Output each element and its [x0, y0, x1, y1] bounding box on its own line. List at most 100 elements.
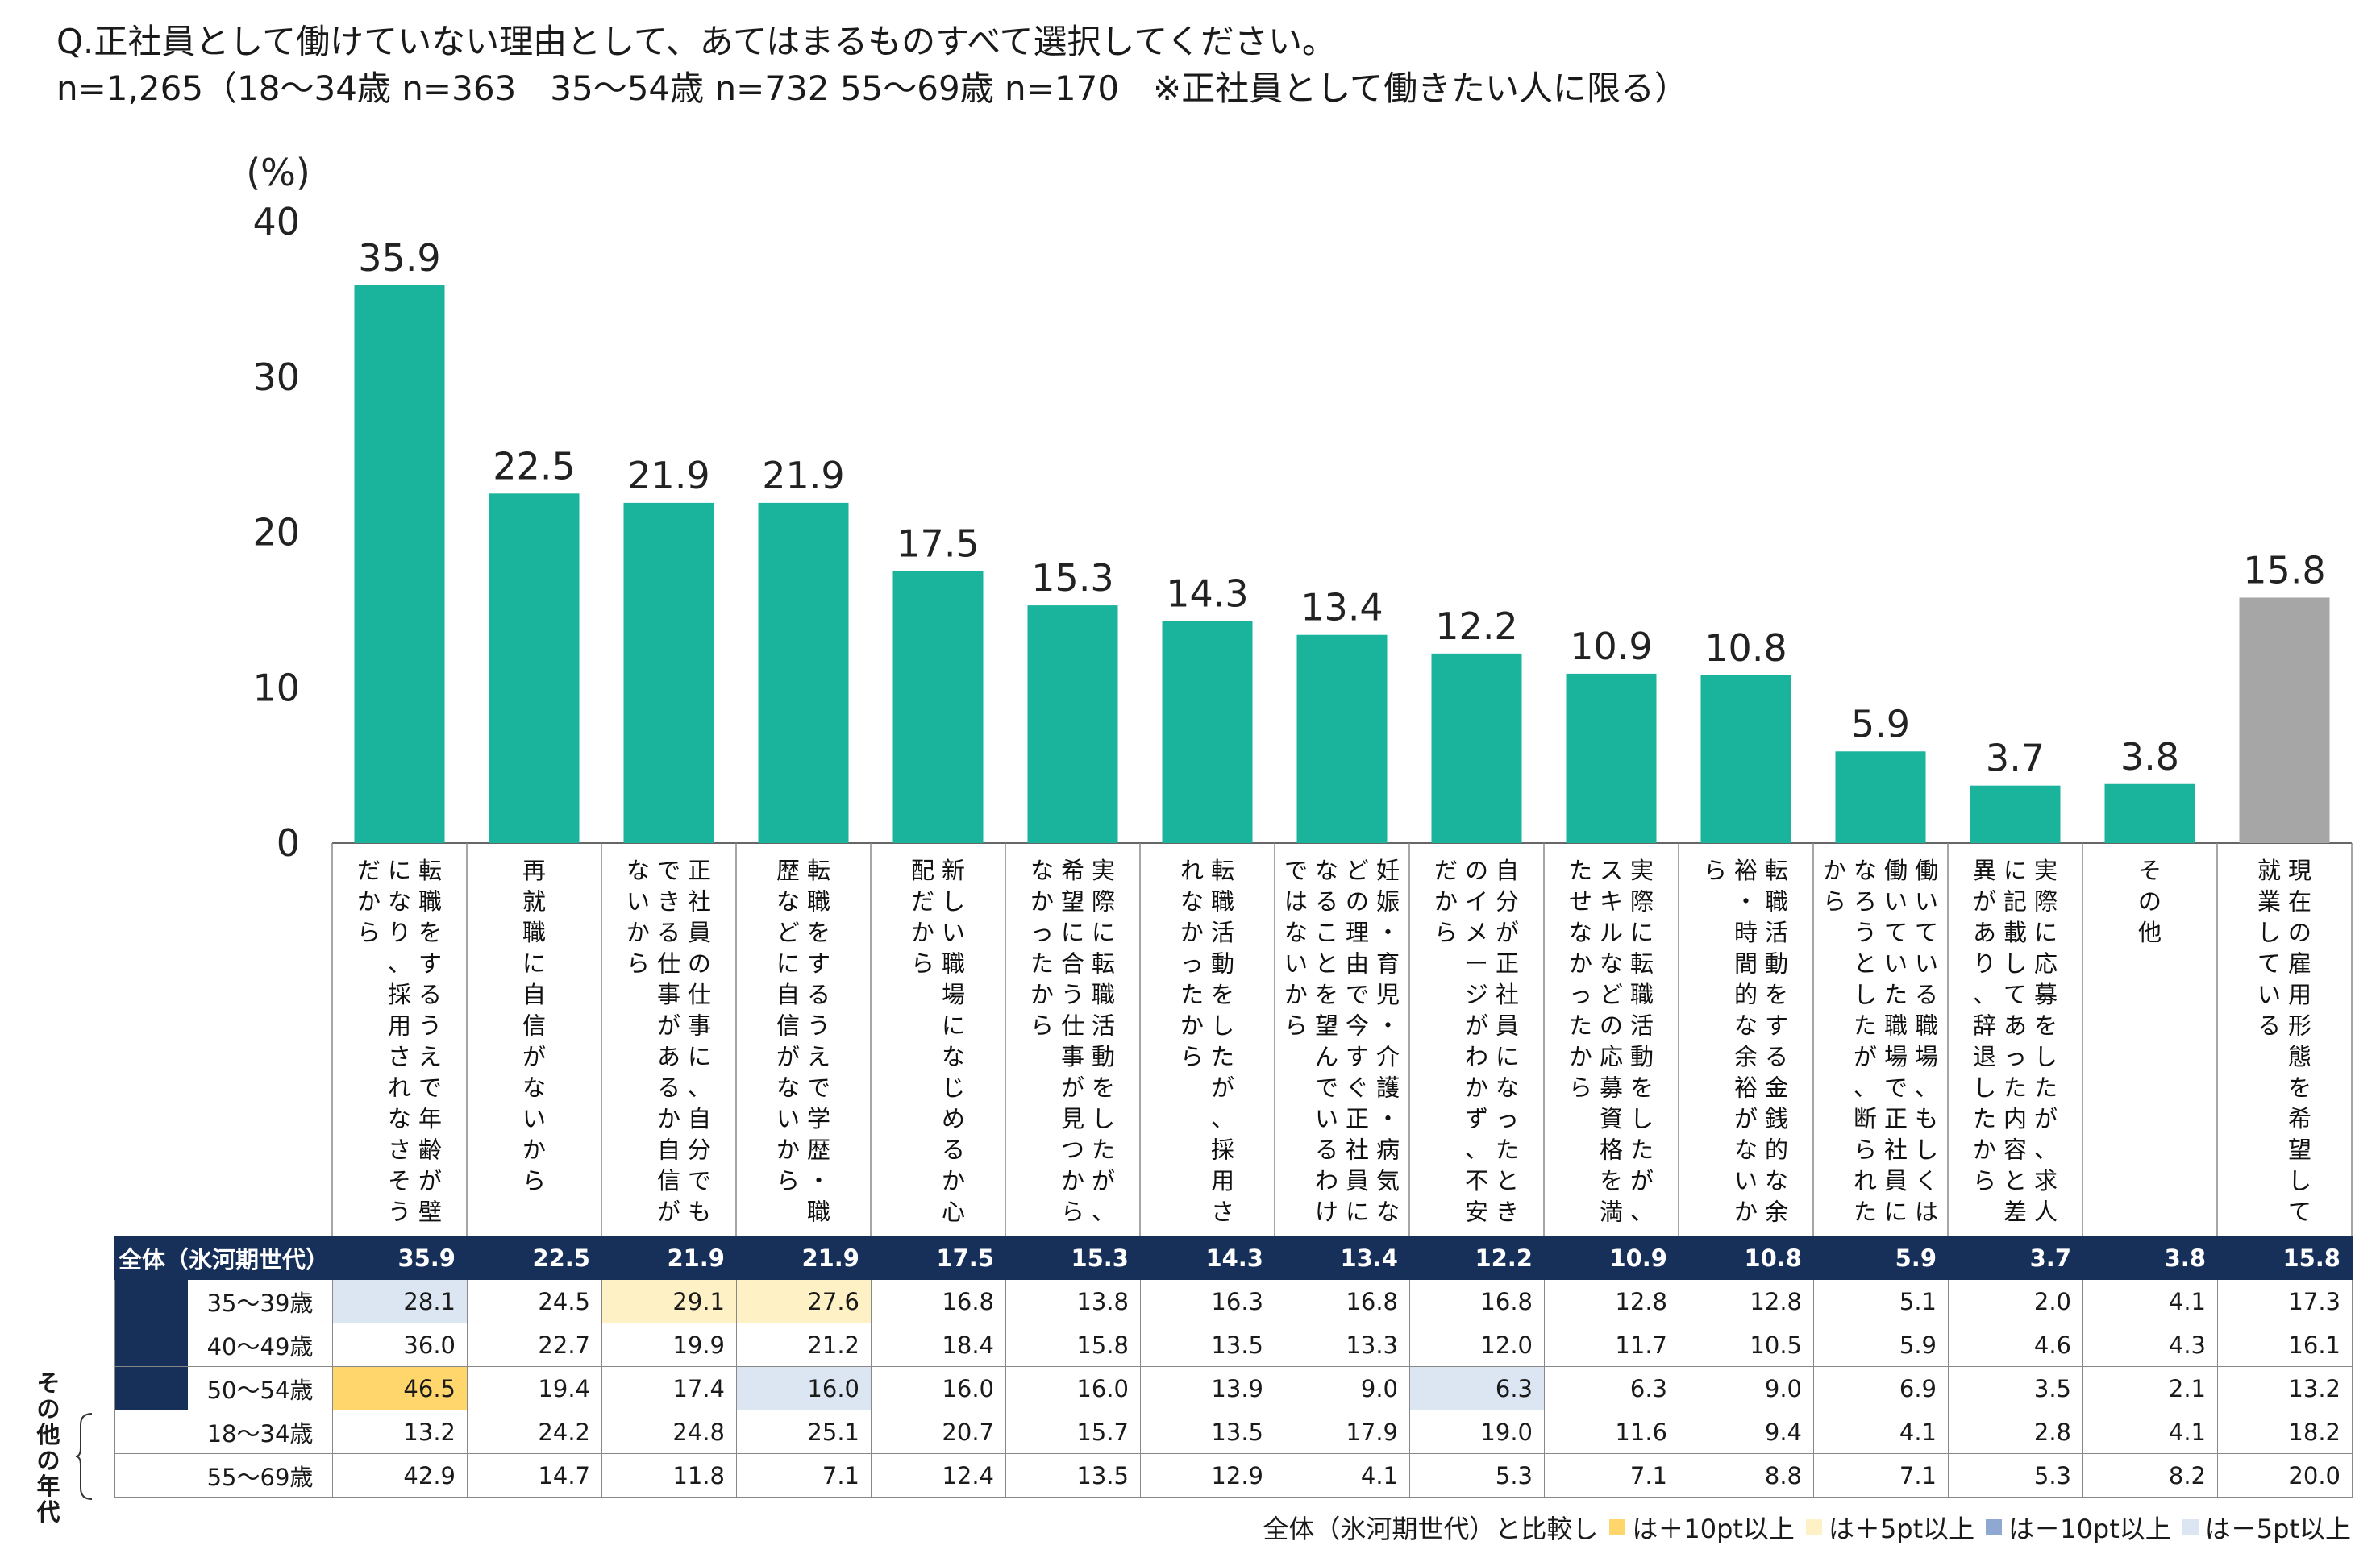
table-row-other-age: 18〜34歳 13.2 24.2 24.8 25.1 20.7 15.7 13.5 17.9 19…	[114, 1410, 2353, 1454]
bar	[489, 493, 580, 843]
table-cell: 22.5	[467, 1236, 602, 1280]
legend-prefix: 全体（氷河期世代）と比較し	[1263, 1514, 1599, 1544]
table-cell: 29.1	[601, 1279, 737, 1323]
category-label: 転職をするうえで学歴・職歴などに自信がないから	[776, 857, 830, 1226]
table-cell: 9.0	[1275, 1366, 1410, 1410]
table-cell: 13.4	[1275, 1236, 1410, 1280]
table-cell: 6.3	[1409, 1366, 1545, 1410]
table-cell: 6.3	[1544, 1366, 1679, 1410]
table-cell: 7.1	[736, 1453, 872, 1498]
table-cell: 14.3	[1140, 1236, 1275, 1280]
table-row: 50〜54歳 46.5 19.4 17.4 16.0 16.0 16.0 13.9 9.0 6.3…	[114, 1366, 2353, 1410]
table-cell: 16.3	[1140, 1279, 1275, 1323]
bar	[623, 502, 714, 843]
table-cell: 11.8	[601, 1453, 737, 1498]
table-cell: 19.0	[1409, 1410, 1545, 1454]
table-cell: 16.8	[1275, 1279, 1410, 1323]
table-cell: 5.3	[1409, 1453, 1545, 1498]
bar-value-label: 13.4	[1300, 586, 1383, 629]
other-ages-brace	[75, 1413, 93, 1500]
table-cell: 13.9	[1140, 1366, 1275, 1410]
sample-size-note: n=1,265（18〜34歳 n=363 35〜54歳 n=732 55〜69歳…	[56, 69, 1688, 108]
row-label: 35〜39歳	[114, 1279, 333, 1323]
question-title: Q.正社員として働けていない理由として、あてはまるものすべて選択してください。	[56, 22, 1336, 61]
y-tick-label: 30	[252, 355, 300, 399]
bar	[1970, 785, 2061, 843]
table-cell: 2.0	[1948, 1279, 2083, 1323]
table-cell: 4.6	[1948, 1323, 2083, 1367]
table-cell: 12.4	[871, 1453, 1006, 1498]
bar-value-label: 10.9	[1570, 625, 1652, 668]
bar	[1162, 621, 1253, 843]
category-label: その他	[2138, 857, 2162, 946]
table-cell: 9.0	[1679, 1366, 1814, 1410]
bar-value-label: 17.5	[897, 522, 979, 566]
row-label: 18〜34歳	[114, 1410, 333, 1454]
bar-value-label: 14.3	[1166, 571, 1248, 615]
category-label: 自分が正社員になったときのイメージがわかず、不安だから	[1434, 857, 1519, 1226]
category-label: 実際に転職活動をしたが、スキルなどの応募資格を満たせなかったから	[1569, 857, 1654, 1226]
table-cell: 13.2	[332, 1410, 468, 1454]
table-cell: 13.2	[2217, 1366, 2353, 1410]
table-cell: 4.3	[2082, 1323, 2218, 1367]
legend-swatch	[1609, 1519, 1626, 1535]
table-cell: 15.8	[1005, 1323, 1141, 1367]
table-cell: 22.7	[467, 1323, 602, 1367]
bar	[2239, 597, 2330, 843]
table-cell: 21.2	[736, 1323, 872, 1367]
legend-swatch	[1805, 1519, 1822, 1535]
y-axis-unit-label: (%)	[246, 151, 310, 194]
table-cell: 17.4	[601, 1366, 737, 1410]
table-cell: 24.8	[601, 1410, 737, 1454]
category-label: 転職活動をする金銭的な余裕・時間的な余裕がないから	[1704, 857, 1788, 1226]
table-cell: 21.9	[736, 1236, 872, 1280]
table-cell: 16.0	[736, 1366, 872, 1410]
category-label: 実際に転職活動をしたが、希望に合う仕事が見つからなかったから	[1030, 857, 1115, 1226]
table-cell: 17.9	[1275, 1410, 1410, 1454]
table-cell: 46.5	[332, 1366, 468, 1410]
table-cell: 2.1	[2082, 1366, 2218, 1410]
row-label: 40〜49歳	[114, 1323, 333, 1367]
table-row-other-age: 55〜69歳 42.9 14.7 11.8 7.1 12.4 13.5 12.9 4.1 5.3 7…	[114, 1453, 2353, 1498]
table-cell: 28.1	[332, 1279, 468, 1323]
table-cell: 6.9	[1813, 1366, 1949, 1410]
bar-value-label: 5.9	[1851, 702, 1910, 746]
bar-value-label: 21.9	[627, 454, 709, 497]
table-cell: 13.3	[1275, 1323, 1410, 1367]
legend-item-label: は＋10pt以上	[1632, 1514, 1795, 1544]
table-cell: 10.9	[1544, 1236, 1679, 1280]
table-cell: 13.5	[1140, 1410, 1275, 1454]
category-label: 現在の雇用形態を希望して就業している	[2257, 857, 2311, 1226]
table-cell: 13.8	[1005, 1279, 1141, 1323]
table-cell: 4.1	[2082, 1279, 2218, 1323]
table-row: 35〜39歳 28.1 24.5 29.1 27.6 16.8 13.8 16.3 16.8 16…	[114, 1279, 2353, 1323]
table-cell: 3.5	[1948, 1366, 2083, 1410]
table-cell: 8.8	[1679, 1453, 1814, 1498]
table-cell: 4.1	[2082, 1410, 2218, 1454]
row-label: 50〜54歳	[114, 1366, 333, 1410]
other-ages-label: その他の年代	[36, 1369, 60, 1526]
table-row-total: 全体（氷河期世代） 35.9 22.5 21.9 21.9 17.5 15.3 14.3 13.…	[114, 1236, 2353, 1280]
bar	[1431, 653, 1522, 843]
table-cell: 19.4	[467, 1366, 602, 1410]
table-cell: 12.0	[1409, 1323, 1545, 1367]
table-cell: 4.1	[1813, 1410, 1949, 1454]
y-tick-label: 20	[252, 511, 300, 555]
legend-swatch	[2182, 1519, 2199, 1535]
table-cell: 16.0	[1005, 1366, 1141, 1410]
table-cell: 15.3	[1005, 1236, 1141, 1280]
table-cell: 13.5	[1140, 1323, 1275, 1367]
table-cell: 19.9	[601, 1323, 737, 1367]
table-cell: 2.8	[1948, 1410, 2083, 1454]
table-cell: 20.7	[871, 1410, 1006, 1454]
table-cell: 27.6	[736, 1279, 872, 1323]
table-cell: 9.4	[1679, 1410, 1814, 1454]
category-label: 新しい職場になじめるか心配だから	[911, 857, 965, 1226]
bar	[1566, 673, 1657, 843]
table-cell: 24.2	[467, 1410, 602, 1454]
bar-value-label: 10.8	[1704, 626, 1787, 670]
crosstab-table: 全体（氷河期世代） 35.9 22.5 21.9 21.9 17.5 15.3 14.3 13.…	[114, 1236, 2353, 1498]
table-cell: 12.8	[1544, 1279, 1679, 1323]
category-label: 妊娠・育児・介護・病気などの理由で今すぐ正社員になることを望んでいるわけではない…	[1284, 857, 1400, 1226]
table-cell: 17.3	[2217, 1279, 2353, 1323]
